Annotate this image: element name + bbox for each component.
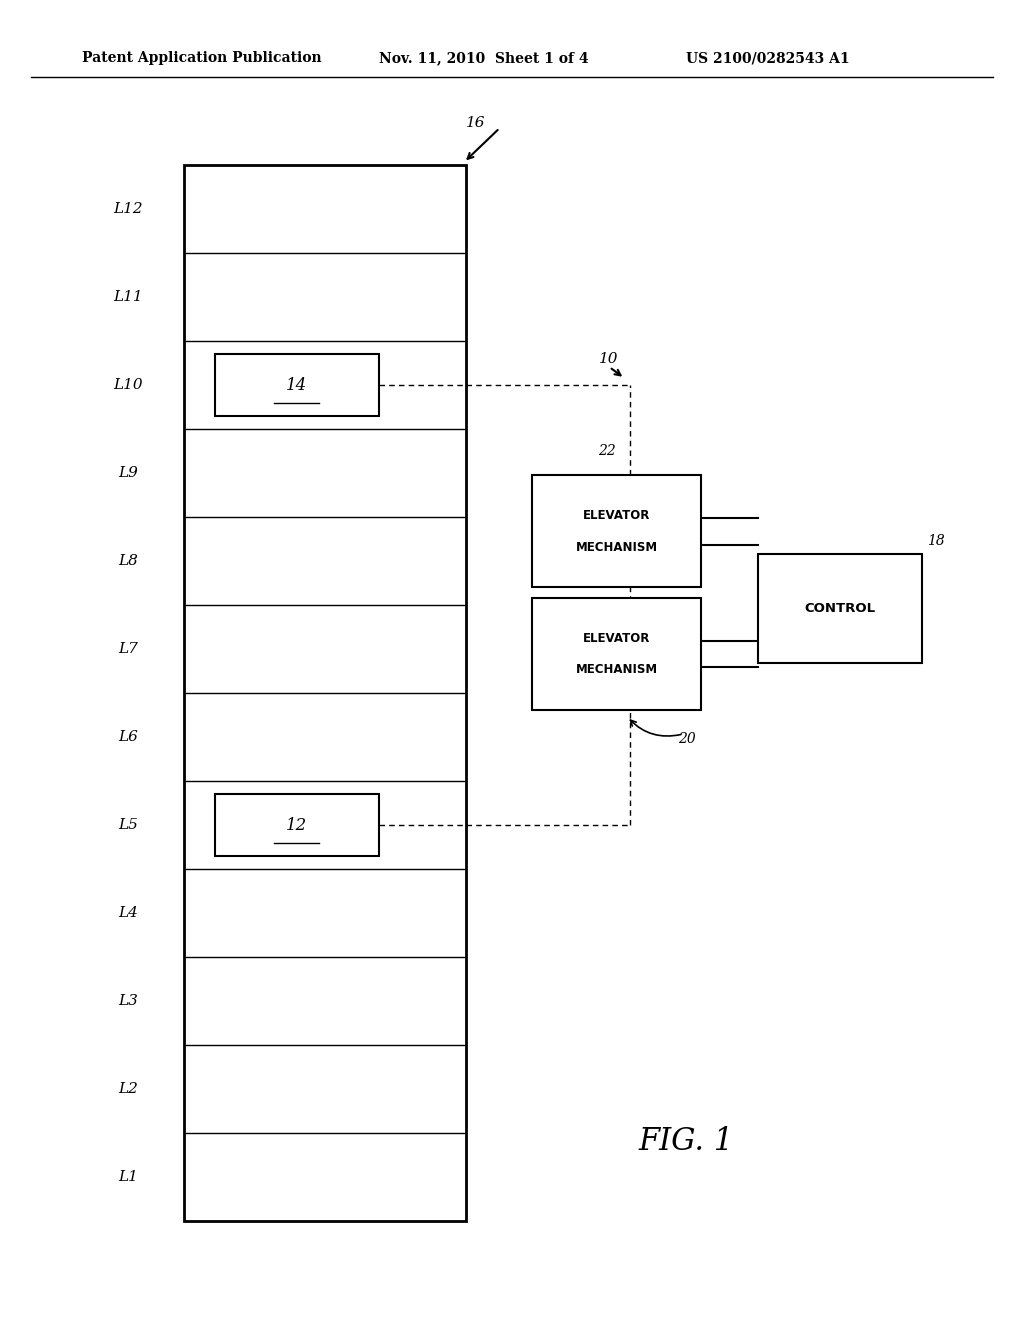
Text: Nov. 11, 2010  Sheet 1 of 4: Nov. 11, 2010 Sheet 1 of 4 [379, 51, 589, 65]
Text: 14: 14 [287, 376, 307, 393]
Text: 18: 18 [927, 535, 944, 548]
Text: L2: L2 [118, 1082, 138, 1096]
Text: 10: 10 [599, 352, 618, 366]
Text: L4: L4 [118, 906, 138, 920]
Text: US 2100/0282543 A1: US 2100/0282543 A1 [686, 51, 850, 65]
Text: 12: 12 [287, 817, 307, 833]
Bar [215, 354, 379, 416]
Text: ELEVATOR: ELEVATOR [584, 632, 650, 644]
Text: Patent Application Publication: Patent Application Publication [82, 51, 322, 65]
Text: L5: L5 [118, 818, 138, 832]
Text: ELEVATOR: ELEVATOR [584, 510, 650, 521]
Text: L1: L1 [118, 1170, 138, 1184]
Bar [758, 554, 922, 663]
Text: L10: L10 [114, 378, 142, 392]
Text: 20: 20 [679, 733, 696, 746]
Bar [532, 598, 701, 710]
Text: L11: L11 [114, 290, 142, 304]
Text: MECHANISM: MECHANISM [575, 541, 658, 553]
Bar [215, 795, 379, 855]
Text: 16: 16 [466, 116, 485, 129]
Text: MECHANISM: MECHANISM [575, 664, 658, 676]
Text: 22: 22 [598, 445, 615, 458]
Text: L3: L3 [118, 994, 138, 1008]
Text: L12: L12 [114, 202, 142, 216]
Text: L8: L8 [118, 554, 138, 568]
Text: CONTROL: CONTROL [804, 602, 876, 615]
Bar [184, 165, 466, 1221]
Text: L6: L6 [118, 730, 138, 744]
Bar [532, 475, 701, 587]
Text: L9: L9 [118, 466, 138, 480]
Text: L7: L7 [118, 642, 138, 656]
Text: FIG. 1: FIG. 1 [638, 1126, 734, 1158]
